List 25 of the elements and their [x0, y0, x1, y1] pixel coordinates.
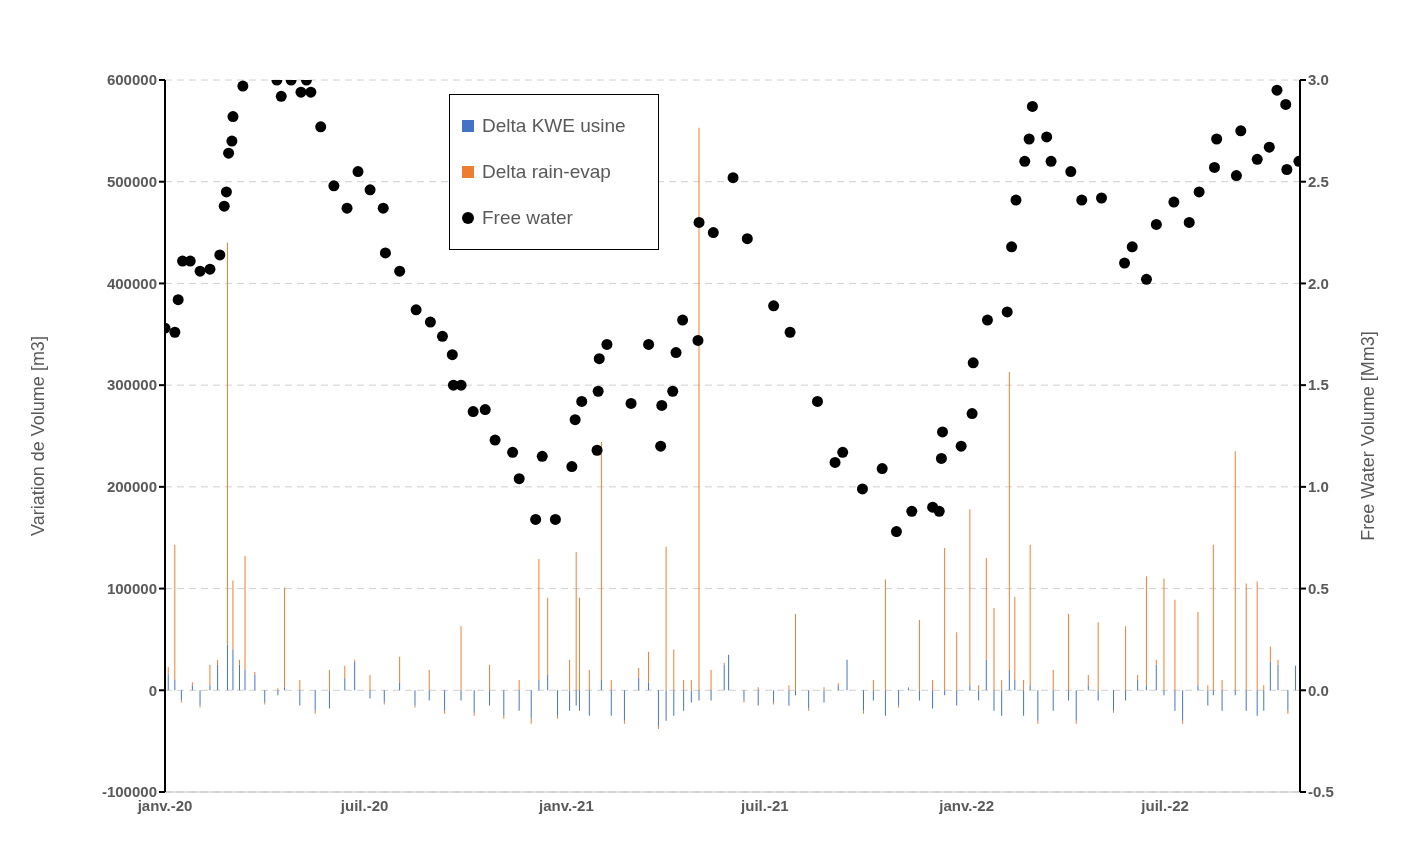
x-tick-label: juil.-22: [1140, 796, 1189, 814]
legend-label: Delta rain-evap: [482, 161, 611, 183]
y2-tick-label: 1.5: [1308, 376, 1329, 394]
legend-label: Free water: [482, 207, 573, 229]
y2-tick-label: 2.5: [1308, 173, 1329, 191]
legend-label: Delta KWE usine: [482, 115, 626, 137]
x-tick-label: janv.-22: [938, 796, 994, 814]
y-tick-label: 200000: [106, 478, 157, 496]
y2-axis-title: Free Water Volume [Mm3]: [1358, 331, 1379, 541]
x-tick-label: janv.-21: [537, 796, 594, 814]
y2-tick-label: 1.0: [1308, 478, 1329, 496]
y-tick-label: 500000: [106, 173, 157, 191]
y-tick-label: 400000: [106, 274, 157, 292]
y-tick-label: 600000: [106, 71, 157, 89]
y2-tick-label: 0.5: [1308, 579, 1329, 597]
y-tick-label: 100000: [106, 579, 157, 597]
y2-tick-label: 2.0: [1308, 274, 1329, 292]
y-tick-label: 0: [148, 681, 157, 699]
x-tick-label: juil.-20: [339, 796, 389, 814]
y-tick-label: 300000: [106, 376, 157, 394]
y2-tick-label: 3.0: [1308, 71, 1329, 89]
x-tick-label: juil.-21: [740, 796, 789, 814]
y2-tick-label: 0.0: [1308, 681, 1329, 699]
y2-tick-label: -0.5: [1308, 783, 1334, 801]
y-axis-title: Variation de Volume [m3]: [28, 336, 49, 536]
